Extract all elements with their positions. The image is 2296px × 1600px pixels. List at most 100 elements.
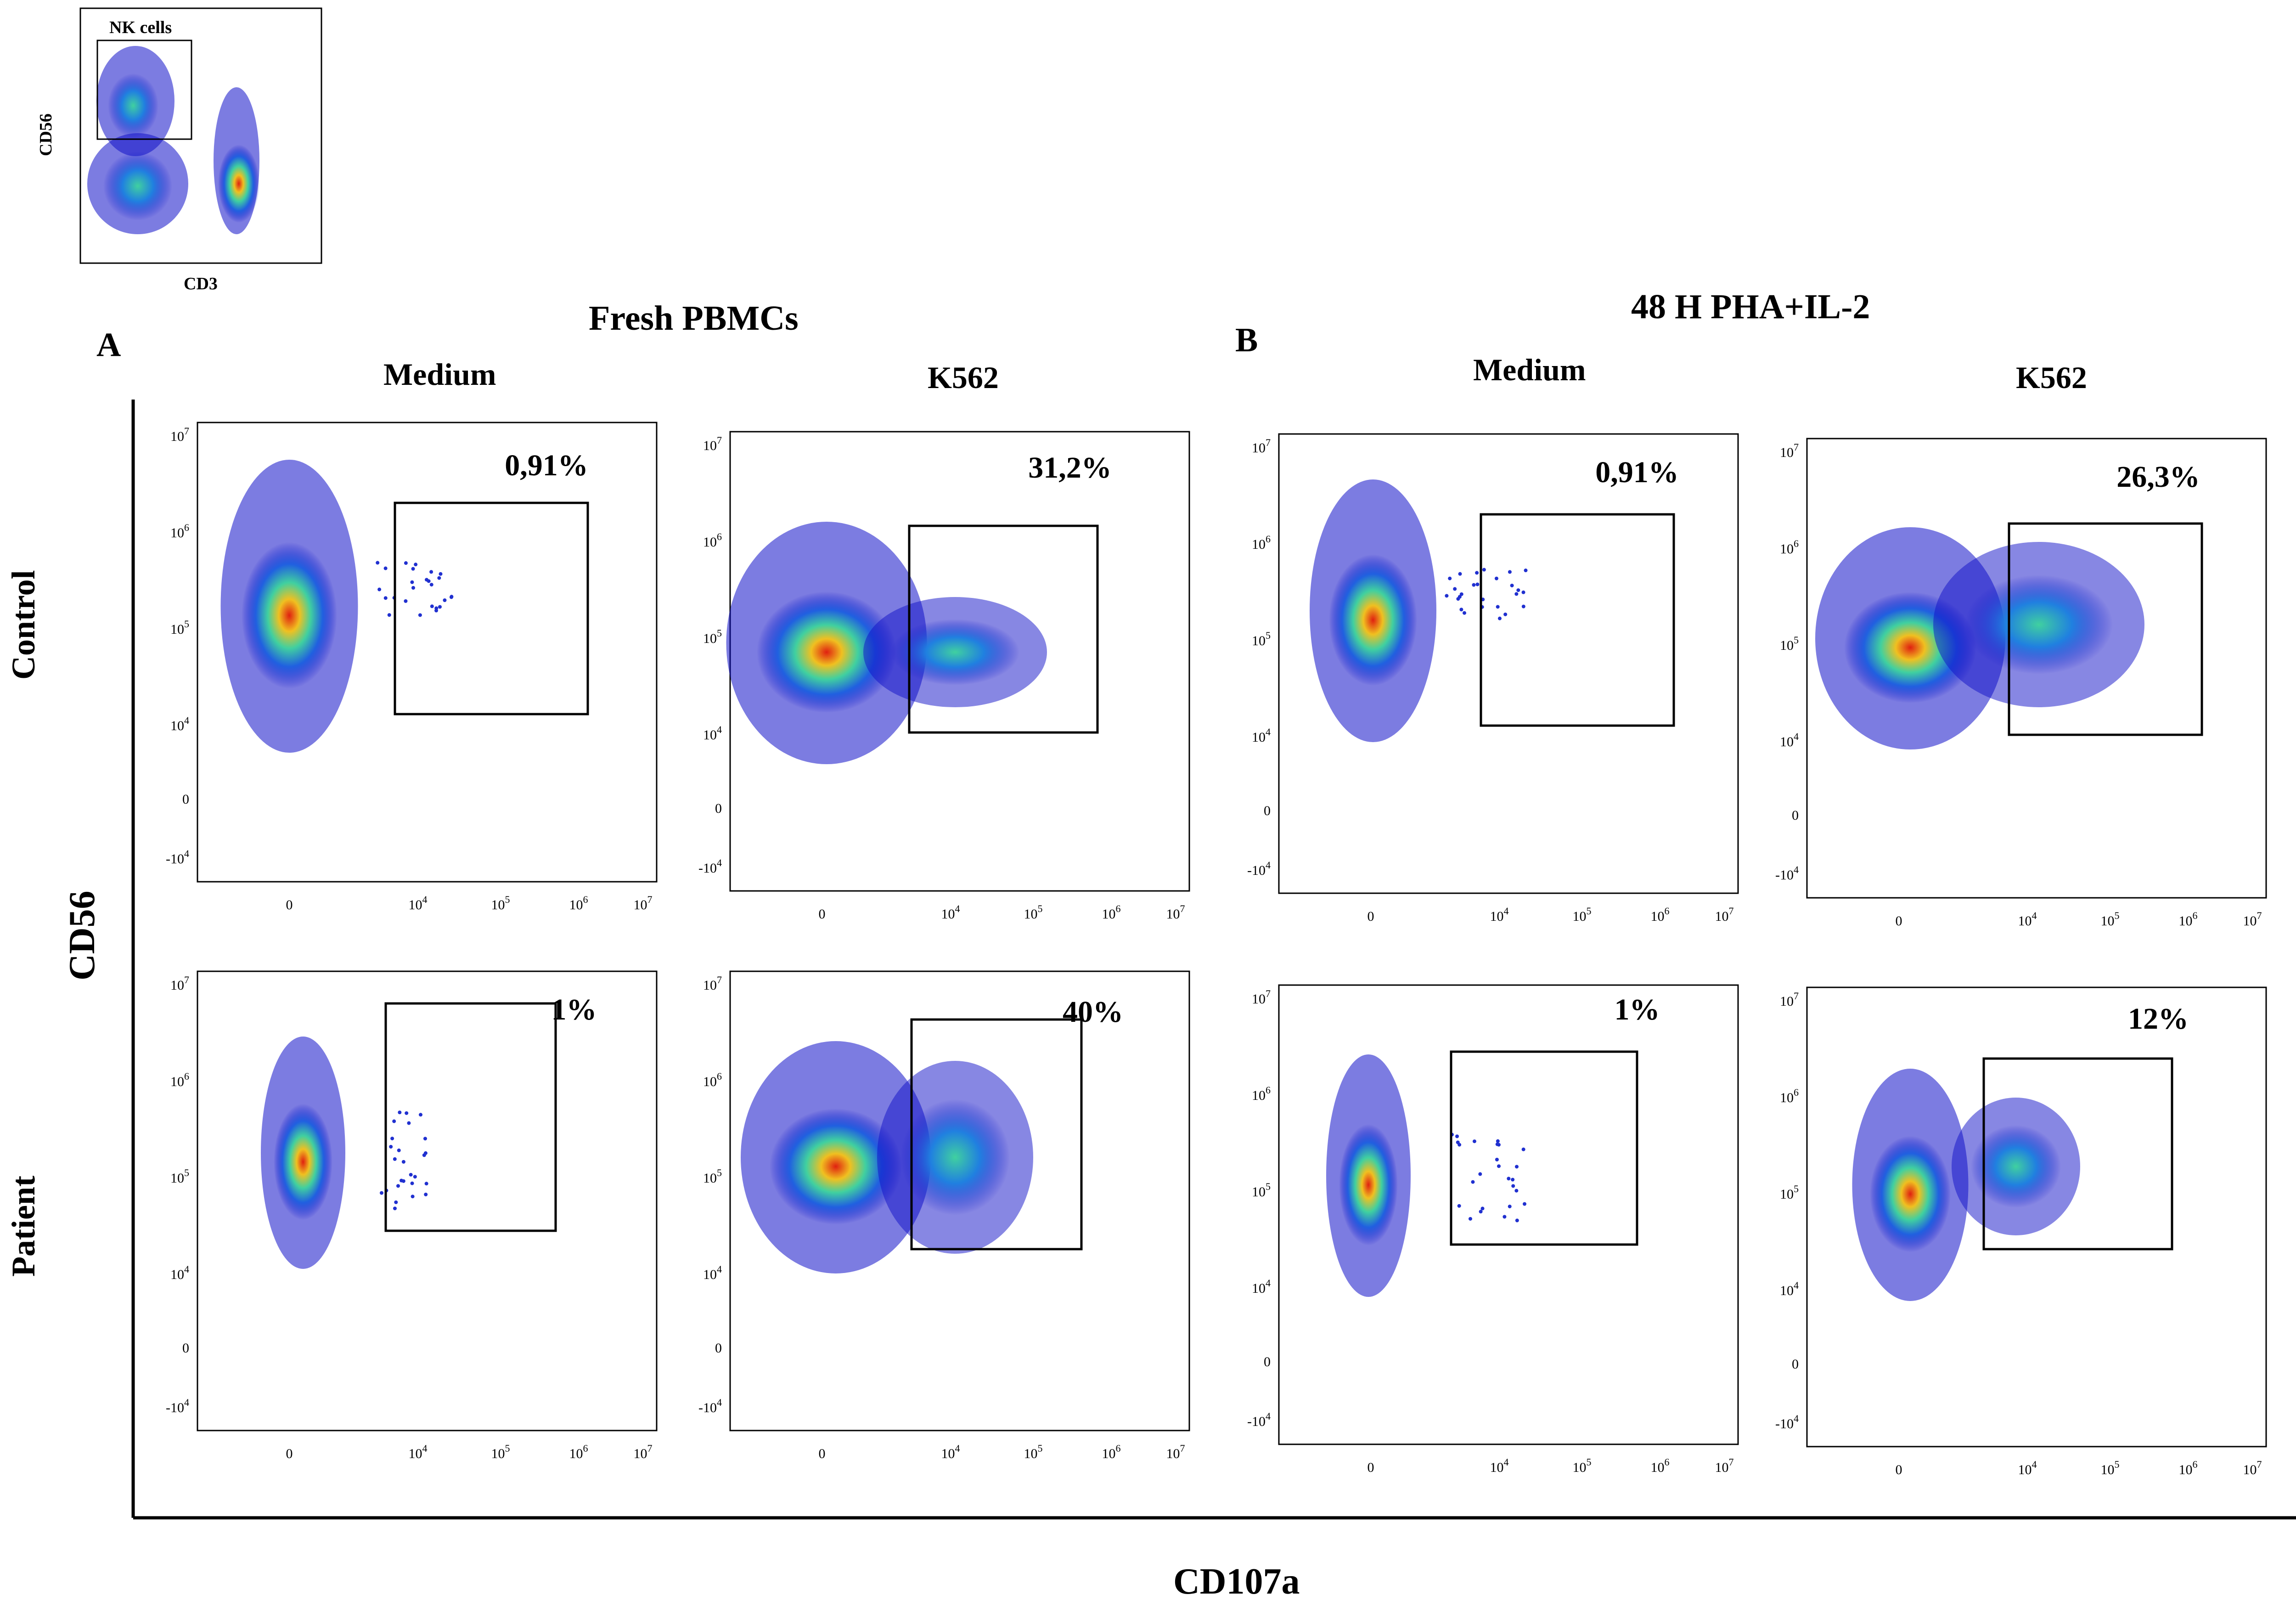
x-tick-label: 104 [2018, 910, 2037, 929]
event-dot [1455, 1134, 1459, 1138]
x-tick-label: 105 [1573, 1456, 1592, 1475]
x-tick-label: 104 [941, 1442, 960, 1461]
event-dot [1471, 1180, 1475, 1184]
row-label-control: Control [5, 570, 42, 680]
y-tick-label: 0 [1264, 1354, 1271, 1369]
event-dot [429, 583, 433, 587]
x-tick-label: 106 [2179, 1459, 2198, 1477]
event-dot [1480, 1206, 1485, 1211]
x-tick-label: 104 [409, 894, 428, 913]
gate-percent: 31,2% [1028, 451, 1112, 485]
event-dot [1495, 1158, 1499, 1162]
event-dot [1514, 1189, 1519, 1193]
flow-plot-control-fresh-k562: 31,2% 107 106 105 104 0 -104 0 104 105 106 107 [698, 431, 1190, 922]
event-dot [393, 1206, 397, 1211]
event-dot [1521, 1147, 1525, 1151]
x-tick-label: 0 [1367, 909, 1374, 924]
event-dot [1463, 611, 1467, 615]
x-tick-label: 107 [2243, 1459, 2262, 1477]
y-tick-label: -104 [166, 848, 189, 867]
y-tick-label: -104 [1775, 1413, 1799, 1431]
event-dot [1494, 576, 1498, 580]
y-tick-label: 104 [1252, 726, 1271, 745]
event-dot [439, 572, 443, 576]
x-tick-label: 106 [569, 1442, 588, 1461]
event-dot [434, 608, 439, 613]
y-tick-label: 106 [1780, 1087, 1799, 1105]
event-dot [1472, 583, 1476, 587]
x-tick-label: 106 [2179, 910, 2198, 929]
y-tick-label: 104 [170, 715, 189, 733]
event-dot [411, 586, 415, 590]
y-tick-label: 0 [1792, 1357, 1799, 1372]
flow-plot-patient-fresh-medium: 1% 107 106 105 104 0 -104 0 104 105 106 107 [166, 970, 658, 1461]
x-tick-label: 105 [1573, 905, 1592, 924]
y-tick-label: 106 [1252, 1084, 1271, 1103]
event-cloud-core [1329, 554, 1417, 686]
event-dot [425, 578, 429, 582]
gate-percent: 12% [2128, 1002, 2189, 1036]
event-dot [1456, 597, 1460, 601]
event-dot [411, 567, 415, 571]
event-dot [1497, 1164, 1501, 1168]
event-dot [396, 1184, 400, 1188]
y-tick-label: 106 [170, 522, 189, 541]
inset-plot: NK cells CD3 CD56 [36, 7, 322, 293]
row-label-patient: Patient [5, 1176, 42, 1277]
x-tick-label: 107 [2243, 910, 2262, 929]
x-axis-label: CD107a [1173, 1561, 1300, 1600]
x-tick-label: 106 [1651, 1456, 1670, 1475]
event-dot [410, 1181, 414, 1185]
panel-label-b: B [1235, 321, 1258, 359]
y-tick-label: 104 [1252, 1277, 1271, 1296]
title-48h-pha-il2: 48 H PHA+IL-2 [1631, 287, 1870, 326]
event-cloud-core [770, 1108, 902, 1225]
event-dot [1507, 1177, 1511, 1181]
y-tick-label: -104 [1775, 864, 1799, 883]
flow-plot-patient-fresh-k562: 40% 107 106 105 104 0 -104 0 104 105 106 107 [698, 970, 1190, 1461]
y-tick-label: -104 [166, 1397, 189, 1415]
event-dot [383, 566, 388, 570]
y-tick-label: 0 [182, 792, 189, 807]
x-tick-label: 0 [286, 897, 293, 913]
panel-label-a: A [96, 326, 121, 364]
x-tick-label: 106 [1651, 905, 1670, 924]
event-dot [418, 1113, 422, 1117]
event-dot [429, 570, 433, 574]
y-tick-label: 104 [703, 724, 722, 743]
y-tick-label: 107 [1780, 990, 1799, 1009]
cd107a-gate [1450, 1050, 1638, 1246]
x-tick-label: 105 [1024, 903, 1043, 922]
event-dot [1468, 1217, 1472, 1221]
y-tick-label: 0 [715, 801, 722, 816]
y-tick-label: 105 [1252, 1181, 1271, 1200]
event-cloud-core [1870, 1136, 1951, 1252]
event-dot [379, 1191, 383, 1195]
event-cloud-core [274, 1104, 332, 1220]
flow-plot-control-fresh-medium: 0,91% 107 106 105 104 0 -104 0 104 105 106 107 [166, 422, 658, 913]
y-tick-label: 104 [703, 1263, 722, 1282]
event-cloud-core [757, 592, 896, 713]
event-dot [1458, 1143, 1462, 1147]
y-tick-label: 105 [170, 1167, 189, 1186]
y-tick-label: 104 [1780, 731, 1799, 749]
gate-percent: 0,91% [1595, 456, 1679, 489]
event-dot [1516, 588, 1520, 592]
event-dot [1514, 1165, 1519, 1169]
event-dot [1453, 587, 1457, 591]
y-tick-label: 107 [1780, 441, 1799, 460]
x-tick-label: 106 [569, 894, 588, 913]
event-dot [1522, 1202, 1526, 1206]
event-dot [1510, 583, 1514, 587]
event-cloud-core [900, 1099, 1010, 1215]
x-tick-label: 107 [634, 1442, 653, 1461]
x-tick-label: 104 [1490, 1456, 1509, 1475]
y-tick-label: 0 [715, 1341, 722, 1356]
cd107a-gate [908, 524, 1099, 734]
event-cloud-core [242, 542, 337, 689]
y-tick-label: 106 [703, 1070, 722, 1089]
inset-nk-gate [96, 39, 192, 140]
event-dot [1503, 612, 1508, 616]
event-dot [1448, 576, 1452, 580]
event-dot [443, 598, 447, 603]
